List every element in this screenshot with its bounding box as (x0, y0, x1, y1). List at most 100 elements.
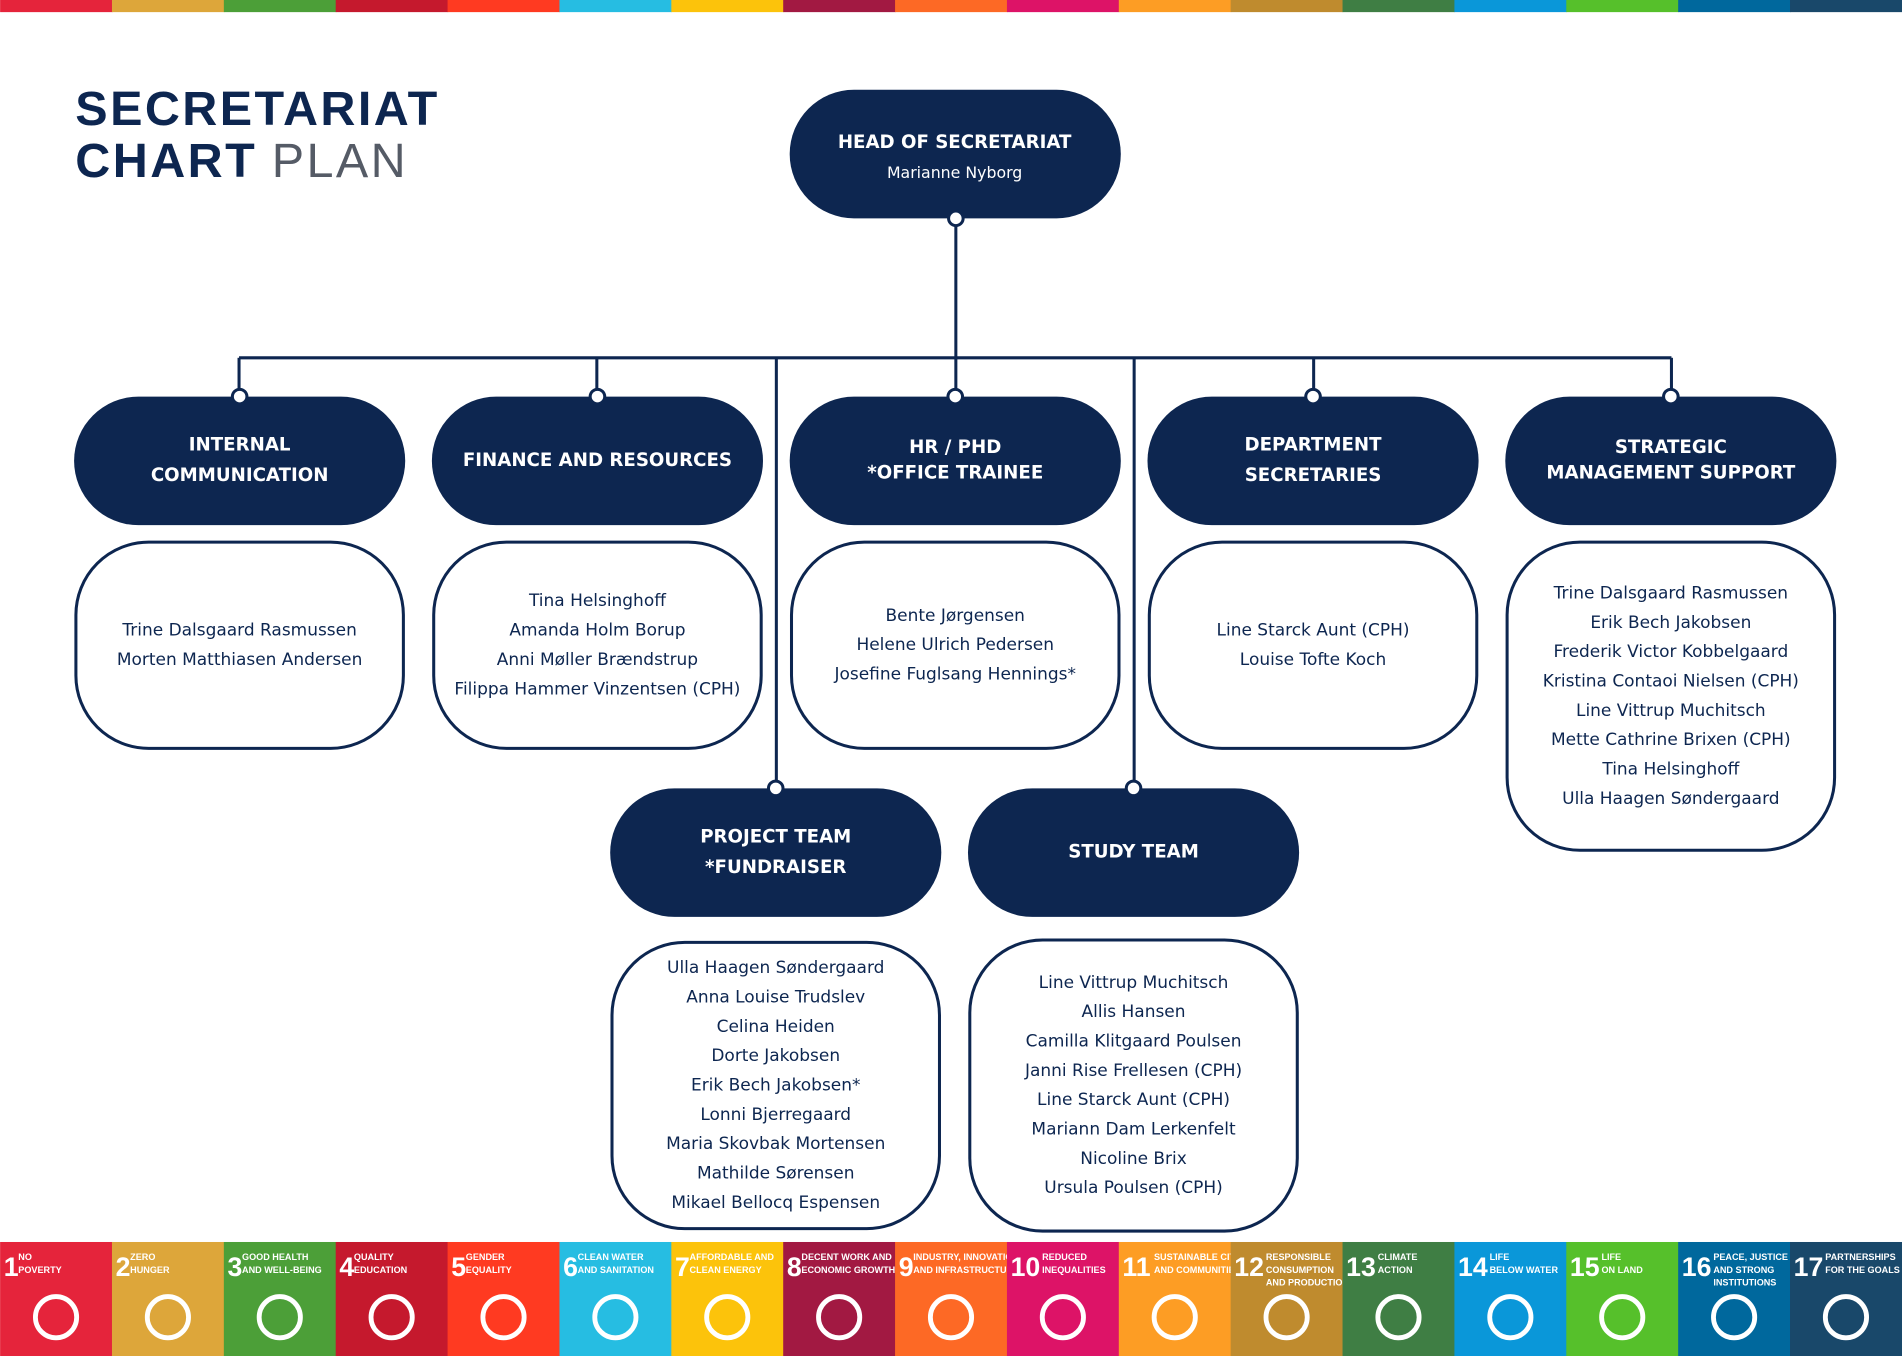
member-name: Camilla Klitgaard Poulsen (1026, 1032, 1242, 1052)
member-name: Mathilde Sørensen (697, 1164, 854, 1184)
department-box (789, 396, 1121, 526)
member-name: Ulla Haagen Søndergaard (667, 958, 884, 978)
strip-segment (783, 0, 896, 13)
sdg-label: AND SANITATION (578, 1265, 654, 1275)
member-name: Erik Bech Jakobsen* (691, 1076, 861, 1096)
member-name: Bente Jørgensen (886, 606, 1025, 626)
sdg-label: AND COMMUNITIES (1154, 1265, 1241, 1275)
member-name: Kristina Contaoi Nielsen (CPH) (1543, 672, 1799, 692)
sdg-label: EQUALITY (466, 1265, 512, 1275)
sdg-number: 17 (1794, 1252, 1824, 1282)
boxes: HEAD OF SECRETARIAT Marianne Nyborg INTE… (74, 89, 1837, 1233)
strip-segment (1006, 0, 1120, 13)
member-name: Josefine Fuglsang Hennings* (834, 665, 1076, 685)
strip-segment (1678, 0, 1791, 13)
department-box (610, 788, 942, 917)
connectors (237, 218, 1673, 789)
sdg-number: 7 (675, 1252, 690, 1282)
sdg-icon (816, 1294, 863, 1341)
sdg-icon (480, 1294, 527, 1341)
member-name: Dorte Jakobsen (711, 1046, 840, 1066)
sdg-label: AND STRONG (1713, 1265, 1774, 1275)
department-title: INTERNAL (189, 435, 291, 456)
members-box (432, 540, 763, 750)
member-name: Erik Bech Jakobsen (1590, 613, 1751, 633)
member-name: Line Starck Aunt (CPH) (1037, 1090, 1230, 1110)
connector-dot (947, 209, 965, 228)
member-name: Anna Louise Trudslev (686, 987, 865, 1007)
sdg-label: BELOW WATER (1490, 1265, 1559, 1275)
department-title: *OFFICE TRAINEE (867, 463, 1043, 484)
sdg-label: FOR THE GOALS (1825, 1265, 1900, 1275)
strip-segment (447, 0, 561, 13)
sdg-label: INEQUALITIES (1042, 1265, 1106, 1275)
sdg-label: SUSTAINABLE CITIES (1154, 1252, 1250, 1262)
strip-segment (1566, 0, 1679, 13)
sdg-label: ACTION (1378, 1265, 1413, 1275)
sdg-label: CONSUMPTION (1266, 1265, 1334, 1275)
sdg-label: CLEAN ENERGY (690, 1265, 762, 1275)
sdg-number: 16 (1682, 1252, 1712, 1282)
top-strip (0, 0, 1902, 13)
dots (230, 209, 1680, 798)
sdg-label: ON LAND (1601, 1265, 1643, 1275)
sdg-number: 12 (1234, 1252, 1264, 1282)
sdg-number: 5 (451, 1252, 466, 1282)
strip-segment (111, 0, 225, 13)
sdg-label: ZERO (130, 1252, 155, 1262)
sdg-icon (1822, 1294, 1870, 1341)
department-title: STRATEGIC (1615, 437, 1727, 458)
member-name: Celina Heiden (717, 1017, 835, 1037)
sdg-number: 10 (1011, 1252, 1041, 1282)
connector-dot (588, 387, 607, 406)
department-box (1505, 396, 1837, 526)
sdg-label: AND WELL-BEING (242, 1265, 322, 1275)
sdg-label: QUALITY (354, 1252, 394, 1262)
sdg-icon (1151, 1294, 1198, 1341)
sdg-label: ECONOMIC GROWTH (801, 1265, 895, 1275)
strip-segment (1790, 0, 1902, 13)
sdg-icon (1487, 1294, 1534, 1341)
sdg-number: 9 (899, 1252, 914, 1282)
sdg-icon (1375, 1294, 1422, 1341)
sdg-label: PEACE, JUSTICE (1713, 1252, 1788, 1262)
title-line2: CHART PLAN (75, 134, 408, 188)
sdg-label: LIFE (1601, 1252, 1621, 1262)
strip-segment (335, 0, 449, 13)
sdg-number: 2 (116, 1252, 131, 1282)
member-name: Louise Tofte Koch (1240, 650, 1386, 670)
title-line1: SECRETARIAT (75, 82, 439, 136)
sdg-number: 13 (1346, 1252, 1376, 1282)
department-box (431, 396, 764, 526)
member-name: Filippa Hammer Vinzentsen (CPH) (454, 679, 740, 699)
member-name: Line Vittrup Muchitsch (1039, 973, 1229, 993)
department-title: FINANCE AND RESOURCES (463, 450, 732, 471)
sdg-icon (32, 1294, 80, 1341)
head-box (789, 89, 1121, 219)
department-title: PROJECT TEAM (700, 826, 851, 847)
member-name: Amanda Holm Borup (509, 621, 685, 641)
sdg-label: AND INFRASTRUCTURE (913, 1265, 1019, 1275)
sdg-icon (704, 1294, 751, 1341)
member-name: Lonni Bjerregaard (700, 1105, 851, 1125)
strip-segment (895, 0, 1008, 13)
sdg-number: 8 (787, 1252, 802, 1282)
member-name: Mariann Dam Lerkenfelt (1031, 1120, 1236, 1140)
sdg-label: REDUCED (1042, 1252, 1087, 1262)
sdg-icon (1263, 1294, 1310, 1341)
sdg-label: CLIMATE (1378, 1252, 1418, 1262)
department-box (967, 788, 1300, 917)
sdg-label: RESPONSIBLE (1266, 1252, 1331, 1262)
strip-segment (559, 0, 672, 13)
strip-segment (1118, 0, 1232, 13)
sdg-label: EDUCATION (354, 1265, 407, 1275)
title-light: PLAN (272, 134, 408, 188)
department-title: MANAGEMENT SUPPORT (1546, 463, 1795, 484)
sdg-bar: 1 NO POVERTY 2 ZERO HUNGER 3 GOOD HEALTH AND WEL… (0, 1241, 1902, 1356)
members-box (1147, 540, 1479, 750)
member-name: Ulla Haagen Søndergaard (1562, 789, 1779, 809)
sdg-number: 14 (1458, 1252, 1488, 1282)
sdg-label: AFFORDABLE AND (690, 1252, 775, 1262)
members-box (610, 940, 941, 1231)
